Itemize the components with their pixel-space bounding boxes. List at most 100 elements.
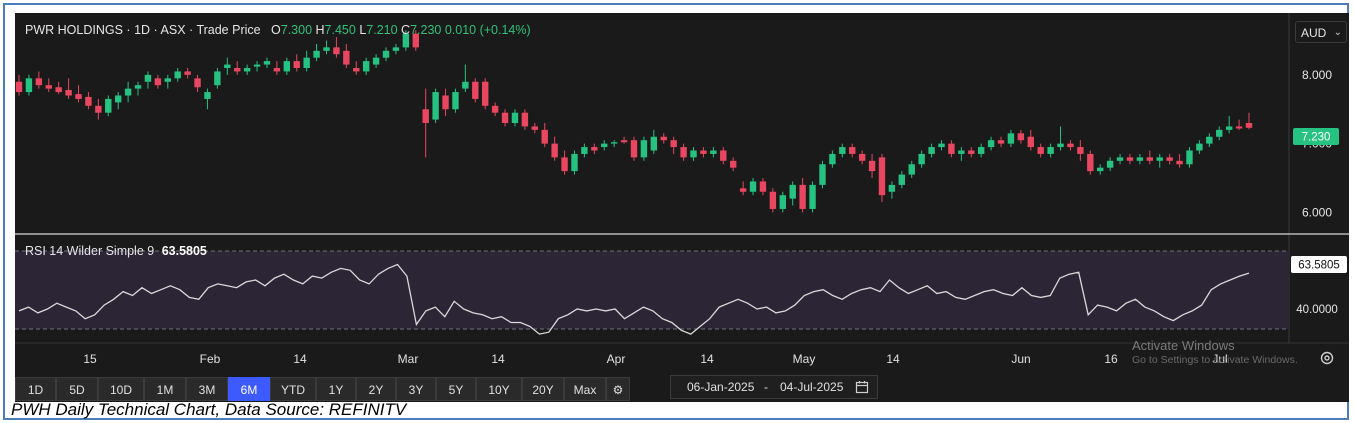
currency-select[interactable]: AUD ⌄ <box>1295 21 1347 43</box>
range-button-5y[interactable]: 5Y <box>436 376 476 401</box>
candle-body <box>839 147 846 154</box>
candle-body <box>452 92 459 110</box>
candle-body <box>1037 147 1044 154</box>
candle-body <box>333 47 340 55</box>
low-value: 7.210 <box>366 23 398 37</box>
candle-body <box>362 61 370 72</box>
time-axis-label: May <box>793 352 816 366</box>
candle-body <box>591 147 598 151</box>
range-button-1y[interactable]: 1Y <box>316 376 356 401</box>
range-button-max[interactable]: Max <box>564 376 606 401</box>
range-button-10y[interactable]: 10Y <box>476 376 522 401</box>
candle-body <box>204 92 211 99</box>
open-value: 7.300 <box>280 23 313 37</box>
candle-body <box>868 160 876 172</box>
candle <box>878 153 886 203</box>
candle-body <box>878 157 886 196</box>
price-tick-label: 6.000 <box>1302 205 1332 219</box>
candle <box>452 88 459 113</box>
calendar-icon[interactable] <box>855 380 869 394</box>
change-pct: (+0.14%) <box>479 23 531 37</box>
gear-icon[interactable]: ⚙ <box>606 376 630 401</box>
candle-body <box>1176 160 1183 165</box>
candle-body <box>799 184 806 209</box>
candle-body <box>402 33 410 48</box>
candle <box>1027 129 1034 151</box>
candle-body <box>660 136 667 141</box>
price-header: PWR HOLDINGS · 1D · ASX · Trade Price O7… <box>25 23 531 37</box>
candle-body <box>571 153 578 172</box>
range-button-2y[interactable]: 2Y <box>356 376 396 401</box>
rsi-badge-text: 63.5805 <box>1298 260 1340 272</box>
candle <box>491 102 499 117</box>
candle <box>501 109 509 127</box>
date-start[interactable]: 06-Jan-2025 <box>687 380 755 394</box>
candle <box>977 143 985 158</box>
candle <box>997 136 1005 148</box>
candle <box>769 188 777 213</box>
candle <box>511 109 519 127</box>
candle-body <box>293 61 300 68</box>
chart-settings-icon[interactable] <box>1319 350 1335 366</box>
range-button-6m[interactable]: 6M <box>228 376 270 401</box>
candle <box>700 147 707 158</box>
watermark-line2: Go to Settings to activate Windows. <box>1132 354 1298 366</box>
candle <box>829 150 836 168</box>
range-button-3y[interactable]: 3Y <box>396 376 436 401</box>
candle <box>243 64 251 75</box>
date-range-picker[interactable]: 06-Jan-2025 - 04-Jul-2025 <box>670 375 878 399</box>
candle <box>630 136 638 161</box>
candle <box>174 68 181 82</box>
candle-body <box>819 164 826 185</box>
time-axis-label: Mar <box>398 352 419 366</box>
candle-body <box>1017 133 1025 141</box>
header-sep: · <box>189 23 194 37</box>
chart-caption: PWH Daily Technical Chart, Data Source: … <box>11 400 407 419</box>
range-button-5d[interactable]: 5D <box>56 376 98 401</box>
time-axis-label: 14 <box>293 352 307 366</box>
candle <box>819 160 826 189</box>
candle <box>1067 140 1074 151</box>
candle <box>1097 164 1104 175</box>
candle-body <box>442 95 449 110</box>
range-button-ytd[interactable]: YTD <box>270 376 316 401</box>
candle <box>1087 150 1094 175</box>
candle-body <box>531 126 539 130</box>
range-button-20y[interactable]: 20Y <box>522 376 564 401</box>
range-button-3m[interactable]: 3M <box>186 376 228 401</box>
candle <box>610 140 618 148</box>
candle-body <box>253 64 261 67</box>
candle-body <box>769 191 777 209</box>
candle <box>1037 143 1044 158</box>
candle-body <box>382 50 390 58</box>
range-button-10d[interactable]: 10D <box>98 376 144 401</box>
rsi-badge <box>1291 256 1347 273</box>
candle-body <box>25 78 33 93</box>
candle-body <box>35 78 43 86</box>
candle-body <box>690 150 697 158</box>
rsi-title: RSI 14 Wilder Simple 9 <box>25 244 155 258</box>
candle-body <box>501 112 509 123</box>
candle-body <box>610 142 618 144</box>
candle <box>283 57 291 75</box>
currency-label: AUD <box>1301 26 1327 40</box>
candle-body <box>908 164 915 175</box>
date-end[interactable]: 04-Jul-2025 <box>780 380 844 394</box>
time-axis-label: 16 <box>1104 352 1118 366</box>
range-button-1d[interactable]: 1D <box>15 376 56 401</box>
range-button-1m[interactable]: 1M <box>144 376 186 401</box>
candle <box>194 74 201 93</box>
low-label: L <box>359 23 367 37</box>
candle <box>323 40 330 55</box>
candle <box>1176 153 1183 168</box>
candle <box>521 109 529 130</box>
candle-body <box>164 78 171 82</box>
candle <box>362 57 370 75</box>
header-sep: · <box>126 23 131 37</box>
candle <box>888 181 896 199</box>
candle-body <box>124 88 132 96</box>
candle-body <box>75 94 82 99</box>
candle-body <box>134 85 142 89</box>
date-separator: - <box>764 380 768 394</box>
candle-body <box>1156 157 1163 161</box>
